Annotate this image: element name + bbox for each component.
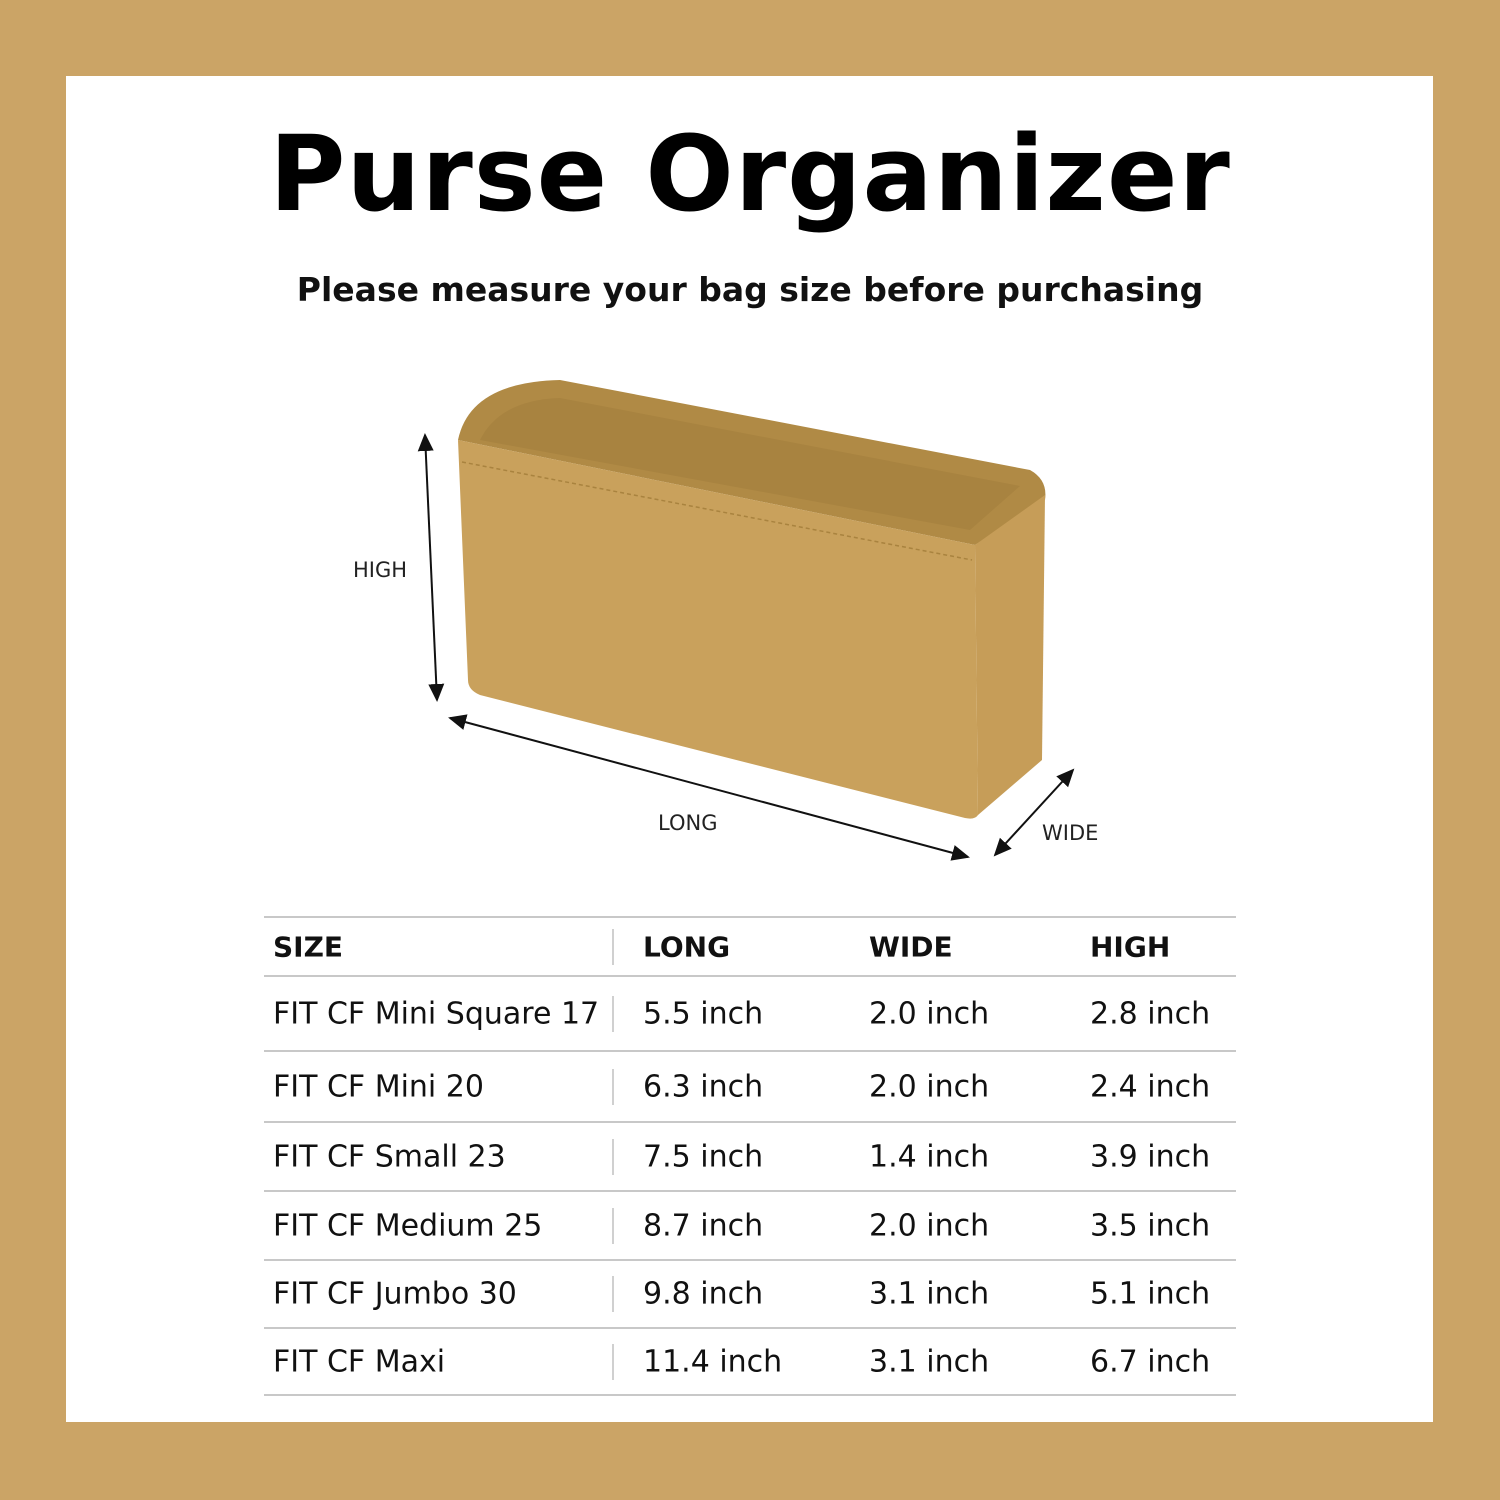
high-arrow	[417, 433, 445, 702]
header-high: HIGH	[1090, 930, 1171, 963]
header-size: SIZE	[273, 930, 344, 963]
cell-long: 6.3 inch	[643, 1069, 764, 1104]
cell-long: 9.8 inch	[643, 1276, 764, 1312]
bag-stitch	[461, 461, 973, 561]
long-label: LONG	[658, 811, 718, 835]
cell-high: 2.4 inch	[1090, 1069, 1211, 1104]
cell-high: 2.8 inch	[1090, 996, 1211, 1031]
column-divider	[612, 1343, 614, 1380]
column-divider	[612, 995, 614, 1032]
cell-high: 5.1 inch	[1090, 1276, 1211, 1312]
size-table: SIZE LONG WIDE HIGH FIT CF Mini Square 1…	[264, 916, 1236, 1396]
high-label: HIGH	[353, 558, 408, 582]
cell-wide: 1.4 inch	[869, 1139, 990, 1174]
page-title: Purse Organizer	[269, 113, 1231, 235]
bag-lining	[480, 398, 1020, 530]
header-long: LONG	[643, 930, 731, 963]
cell-size: FIT CF Jumbo 30	[273, 1276, 517, 1312]
cell-long: 7.5 inch	[643, 1139, 764, 1174]
table-row: FIT CF Medium 25 8.7 inch 2.0 inch 3.5 inch	[264, 1192, 1236, 1261]
cell-wide: 2.0 inch	[869, 1208, 990, 1243]
cell-size: FIT CF Maxi	[273, 1344, 446, 1379]
wide-label: WIDE	[1042, 821, 1099, 845]
column-divider	[612, 1068, 614, 1105]
table-row: FIT CF Maxi 11.4 inch 3.1 inch 6.7 inch	[264, 1329, 1236, 1396]
column-divider	[612, 1276, 614, 1312]
table-row: FIT CF Small 23 7.5 inch 1.4 inch 3.9 inch	[264, 1123, 1236, 1192]
column-divider	[612, 1138, 614, 1175]
header-wide: WIDE	[869, 930, 953, 963]
cell-wide: 3.1 inch	[869, 1344, 990, 1379]
cell-size: FIT CF Small 23	[273, 1139, 506, 1174]
table-header: SIZE LONG WIDE HIGH	[264, 916, 1236, 977]
cell-long: 11.4 inch	[643, 1344, 783, 1379]
cell-size: FIT CF Mini 20	[273, 1069, 484, 1104]
cell-wide: 2.0 inch	[869, 1069, 990, 1104]
cell-high: 6.7 inch	[1090, 1344, 1211, 1379]
wide-arrow	[993, 768, 1075, 857]
cell-high: 3.5 inch	[1090, 1208, 1211, 1243]
column-divider	[612, 1207, 614, 1244]
cell-wide: 2.0 inch	[869, 996, 990, 1031]
cell-size: FIT CF Medium 25	[273, 1208, 543, 1243]
subtitle: Please measure your bag size before purc…	[296, 270, 1204, 309]
table-row: FIT CF Mini Square 17 5.5 inch 2.0 inch 2.8…	[264, 977, 1236, 1052]
cell-long: 8.7 inch	[643, 1208, 764, 1243]
long-arrow	[448, 714, 970, 861]
column-divider	[612, 928, 614, 965]
cell-high: 3.9 inch	[1090, 1139, 1211, 1174]
table-row: FIT CF Jumbo 30 9.8 inch 3.1 inch 5.1 inch	[264, 1261, 1236, 1329]
cell-wide: 3.1 inch	[869, 1276, 990, 1312]
bag-side	[975, 495, 1045, 815]
cell-size: FIT CF Mini Square 17	[273, 996, 600, 1031]
cell-long: 5.5 inch	[643, 996, 764, 1031]
table-row: FIT CF Mini 20 6.3 inch 2.0 inch 2.4 inch	[264, 1052, 1236, 1123]
